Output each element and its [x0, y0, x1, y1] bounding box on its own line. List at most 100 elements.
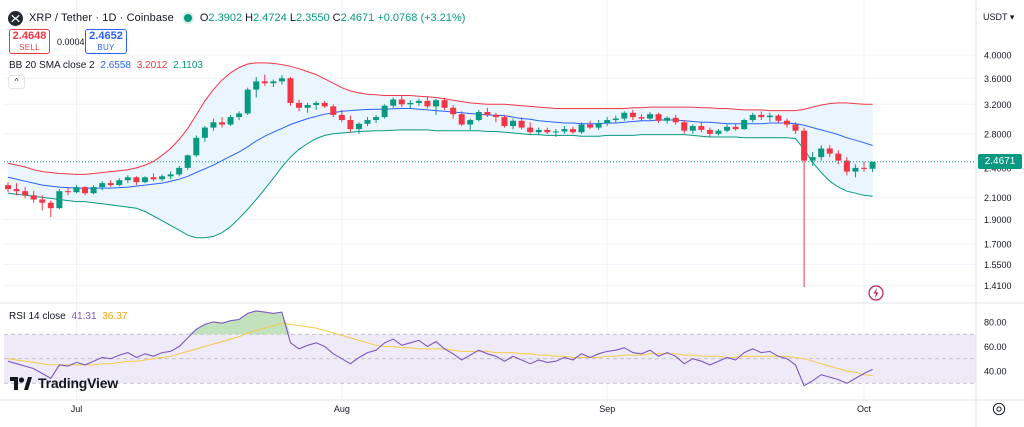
tradingview-logo[interactable]: TradingView	[10, 375, 118, 391]
rsi-tick-label: 40.00	[984, 367, 1007, 377]
collapse-legend-button[interactable]: ^	[8, 75, 25, 89]
candle-body	[861, 167, 867, 169]
candle-up	[595, 120, 602, 130]
candle-body	[107, 183, 114, 186]
candle-down	[861, 161, 867, 172]
candle-up	[766, 112, 773, 122]
rsi-tick-label: 80.00	[984, 317, 1007, 327]
rsi-legend[interactable]: RSI 14 close 41.31 36.37	[9, 311, 127, 322]
candle-body	[270, 81, 277, 84]
candle-down	[150, 173, 157, 182]
low-value: 2.3550	[295, 12, 330, 24]
candle-up	[407, 100, 414, 109]
bb-legend[interactable]: BB 20 SMA close 2 2.6558 3.2012 2.1103	[9, 60, 203, 71]
currency-selector[interactable]: USDT ▾	[983, 12, 1015, 22]
candle-body	[724, 126, 731, 131]
candle-body	[732, 126, 739, 130]
candle-up	[415, 98, 422, 106]
candle-body	[698, 126, 705, 130]
price-tick-label: 1.7000	[984, 240, 1012, 250]
sell-button[interactable]: 2.4648 SELL	[9, 29, 50, 54]
candle-body	[373, 117, 380, 121]
candle-body	[73, 187, 80, 193]
time-tick-label: Aug	[334, 404, 350, 414]
candle-up	[364, 117, 371, 127]
candle-body	[193, 137, 200, 156]
price-tick-label: 4.0000	[984, 50, 1012, 60]
candle-body	[381, 105, 388, 118]
bb-basis-line	[7, 108, 873, 189]
bb-label: BB 20 SMA close 2	[9, 60, 95, 71]
candle-down	[5, 182, 11, 193]
candle-body	[124, 177, 131, 181]
bb-upper-line	[7, 62, 873, 175]
candle-down	[296, 99, 303, 112]
candle-down	[22, 187, 29, 199]
rsi-line	[7, 310, 873, 387]
candle-up	[612, 115, 619, 124]
candle-body	[475, 112, 482, 121]
candle-up	[381, 104, 388, 119]
candle-down	[672, 114, 679, 125]
candle-body	[424, 100, 431, 107]
rsi-ma-value: 36.37	[102, 311, 128, 322]
candle-up	[741, 118, 748, 130]
price-tick-label: 1.4100	[984, 281, 1012, 291]
candle-body	[741, 120, 748, 130]
candle-body	[629, 112, 636, 118]
buy-button[interactable]: 2.4652 BUY	[85, 29, 127, 54]
candle-body	[792, 124, 799, 131]
candle-down	[30, 191, 37, 203]
candle-down	[698, 121, 705, 133]
candle-down	[501, 114, 508, 128]
rsi-tick-label: 60.00	[984, 342, 1007, 352]
candles	[4, 74, 976, 287]
candle-down	[219, 117, 225, 128]
candle-body	[338, 114, 345, 121]
candle-up	[578, 122, 585, 134]
candle-up	[689, 124, 696, 134]
candle-body	[775, 115, 782, 121]
candle-down	[629, 109, 636, 121]
candle-up	[355, 122, 362, 134]
candle-body	[518, 120, 525, 128]
candle-down	[441, 97, 448, 110]
candle-body	[355, 123, 362, 130]
symbol-title[interactable]: XRP / Tether · 1D · Coinbase	[29, 12, 174, 24]
candle-up	[749, 112, 756, 123]
candle-body	[544, 129, 551, 133]
high-value: 2.4724	[253, 12, 287, 24]
bollinger-bands	[7, 62, 873, 239]
candle-up	[201, 126, 208, 142]
bb-lower-line	[7, 129, 873, 239]
candle-up	[715, 129, 722, 136]
candle-down	[492, 112, 499, 123]
candle-body	[82, 187, 89, 194]
candle-up	[73, 185, 80, 194]
candle-body	[415, 100, 422, 103]
candle-body	[441, 100, 448, 108]
candle-down	[47, 200, 54, 218]
candle-down	[792, 122, 799, 134]
candle-body	[90, 187, 97, 194]
candle-body	[595, 123, 602, 128]
flash-icon[interactable]	[868, 285, 884, 301]
spread-value: 0.0004	[57, 37, 85, 47]
candle-body	[236, 113, 243, 118]
candle-body	[450, 107, 457, 115]
candle-body	[843, 160, 850, 172]
candle-up	[852, 164, 859, 178]
time-tick-label: Oct	[857, 404, 872, 414]
candle-up	[433, 98, 439, 115]
candle-body	[159, 176, 166, 180]
price-tick-label: 1.5500	[984, 260, 1012, 270]
candle-down	[518, 117, 525, 130]
candle-body	[5, 185, 11, 190]
candle-down	[732, 123, 739, 131]
rsi-value: 41.31	[71, 311, 97, 322]
candle-body	[758, 114, 765, 118]
candle-up	[167, 171, 174, 180]
settings-gear-icon[interactable]	[992, 402, 1006, 416]
